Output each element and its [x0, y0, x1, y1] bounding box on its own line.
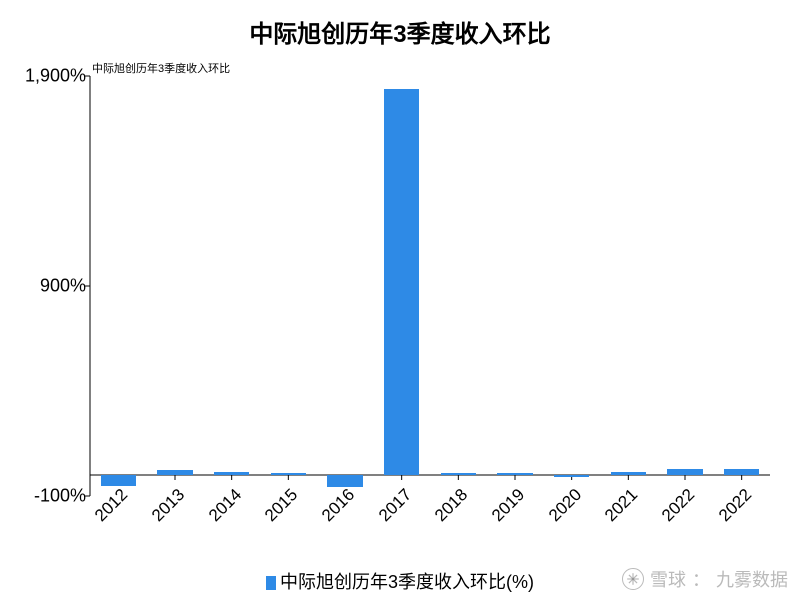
watermark: 雪球：九雾数据 [622, 566, 788, 592]
bar [101, 475, 136, 486]
bar [497, 473, 532, 475]
bar [441, 473, 476, 475]
plot-area [90, 76, 770, 496]
legend-swatch [266, 576, 276, 590]
bar [384, 89, 419, 475]
bar [611, 472, 646, 475]
bar [157, 470, 192, 475]
snowball-icon [622, 568, 644, 590]
bar [214, 472, 249, 475]
watermark-brand: 雪球 [650, 566, 686, 592]
bar [724, 469, 759, 475]
bar [271, 473, 306, 475]
bar [667, 469, 702, 475]
watermark-author: 九雾数据 [716, 566, 788, 592]
bar [554, 475, 589, 477]
watermark-sep: ： [692, 566, 710, 592]
legend-label: 中际旭创历年3季度收入环比(%) [280, 572, 534, 592]
